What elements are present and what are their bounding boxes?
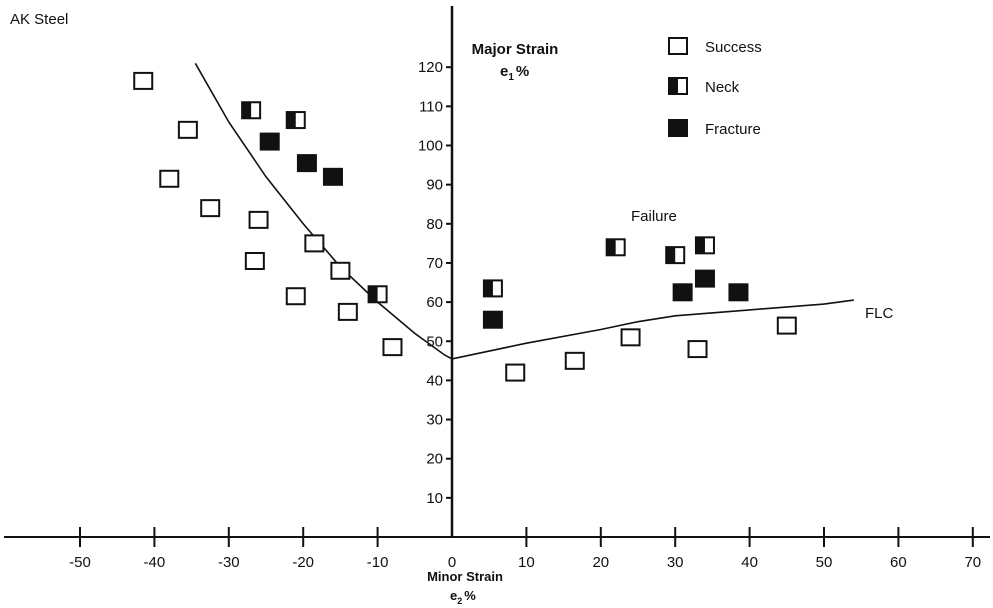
legend-marker-fracture: [668, 119, 688, 137]
flc-curve: [194, 62, 854, 360]
success-point: [244, 251, 265, 270]
y-tick-label: 20: [426, 451, 443, 468]
x-tick-label: -30: [218, 554, 240, 571]
chart-title: AK Steel: [10, 11, 68, 28]
y-tick-label: 30: [426, 412, 443, 429]
neck-point: [367, 285, 388, 304]
y-tick-label: 100: [418, 138, 443, 155]
success-point: [159, 169, 180, 188]
success-point: [330, 261, 351, 280]
success-point: [687, 340, 708, 359]
legend-marker-neck: [668, 77, 688, 95]
success-point: [200, 199, 221, 218]
success-point: [776, 316, 797, 335]
success-point: [177, 120, 198, 139]
x-tick-label: -10: [367, 554, 389, 571]
x-ticks: -50 -40 -30 -20 -10 0 10 20 30 40 50 60 70: [69, 527, 981, 571]
success-point: [337, 302, 358, 321]
x-tick-label: 0: [448, 554, 456, 571]
success-point: [133, 71, 154, 90]
legend: Success Neck Fracture: [668, 37, 762, 138]
x-tick-label: 60: [890, 554, 907, 571]
success-point: [564, 351, 585, 370]
y-tick-label: 10: [426, 490, 443, 507]
success-point: [304, 234, 325, 253]
x-tick-label: 50: [816, 554, 833, 571]
y-tick-label: 90: [426, 177, 443, 194]
x-tick-label: 30: [667, 554, 684, 571]
x-tick-label: 10: [518, 554, 535, 571]
y-tick-label: 120: [418, 59, 443, 76]
success-point: [248, 210, 269, 229]
y-tick-label: 50: [426, 333, 443, 350]
fracture-point: [694, 269, 715, 288]
y-ticks: 10 20 30 40 50 60 70 80 90 100 110 120: [418, 59, 452, 507]
x-tick-label: -40: [144, 554, 166, 571]
neck-point: [605, 238, 626, 257]
y-tick-label: 60: [426, 294, 443, 311]
y-axis-unit: e1%: [500, 63, 529, 83]
x-tick-label: -50: [69, 554, 91, 571]
legend-marker-success: [668, 37, 688, 55]
x-axis-unit: e2%: [450, 588, 476, 606]
fracture-point: [296, 154, 317, 173]
legend-label-fracture: Fracture: [705, 121, 761, 138]
y-tick-label: 40: [426, 372, 443, 389]
legend-label-neck: Neck: [705, 79, 740, 96]
neck-point: [285, 111, 306, 130]
y-axis-label: Major Strain: [472, 41, 559, 58]
fracture-point: [672, 283, 693, 302]
y-tick-label: 110: [419, 98, 443, 115]
data-markers: [133, 71, 797, 382]
success-point: [382, 338, 403, 357]
x-axis-label: Minor Strain: [427, 569, 503, 584]
neck-point: [241, 101, 262, 120]
success-point: [505, 363, 526, 382]
flc-annotation: FLC: [865, 305, 894, 322]
x-tick-label: 20: [592, 554, 609, 571]
x-tick-label: 70: [964, 554, 981, 571]
legend-label-success: Success: [705, 39, 762, 56]
y-tick-label: 70: [426, 255, 443, 272]
y-tick-label: 80: [426, 216, 443, 233]
fracture-point: [728, 283, 749, 302]
success-point: [620, 328, 641, 347]
fracture-point: [322, 167, 343, 186]
success-point: [285, 287, 306, 306]
failure-annotation: Failure: [631, 208, 677, 225]
neck-point: [482, 279, 503, 298]
fracture-point: [482, 310, 503, 329]
neck-point: [665, 246, 686, 265]
fracture-point: [259, 132, 280, 151]
neck-point: [694, 236, 715, 255]
x-tick-label: -20: [292, 554, 314, 571]
x-tick-label: 40: [741, 554, 758, 571]
